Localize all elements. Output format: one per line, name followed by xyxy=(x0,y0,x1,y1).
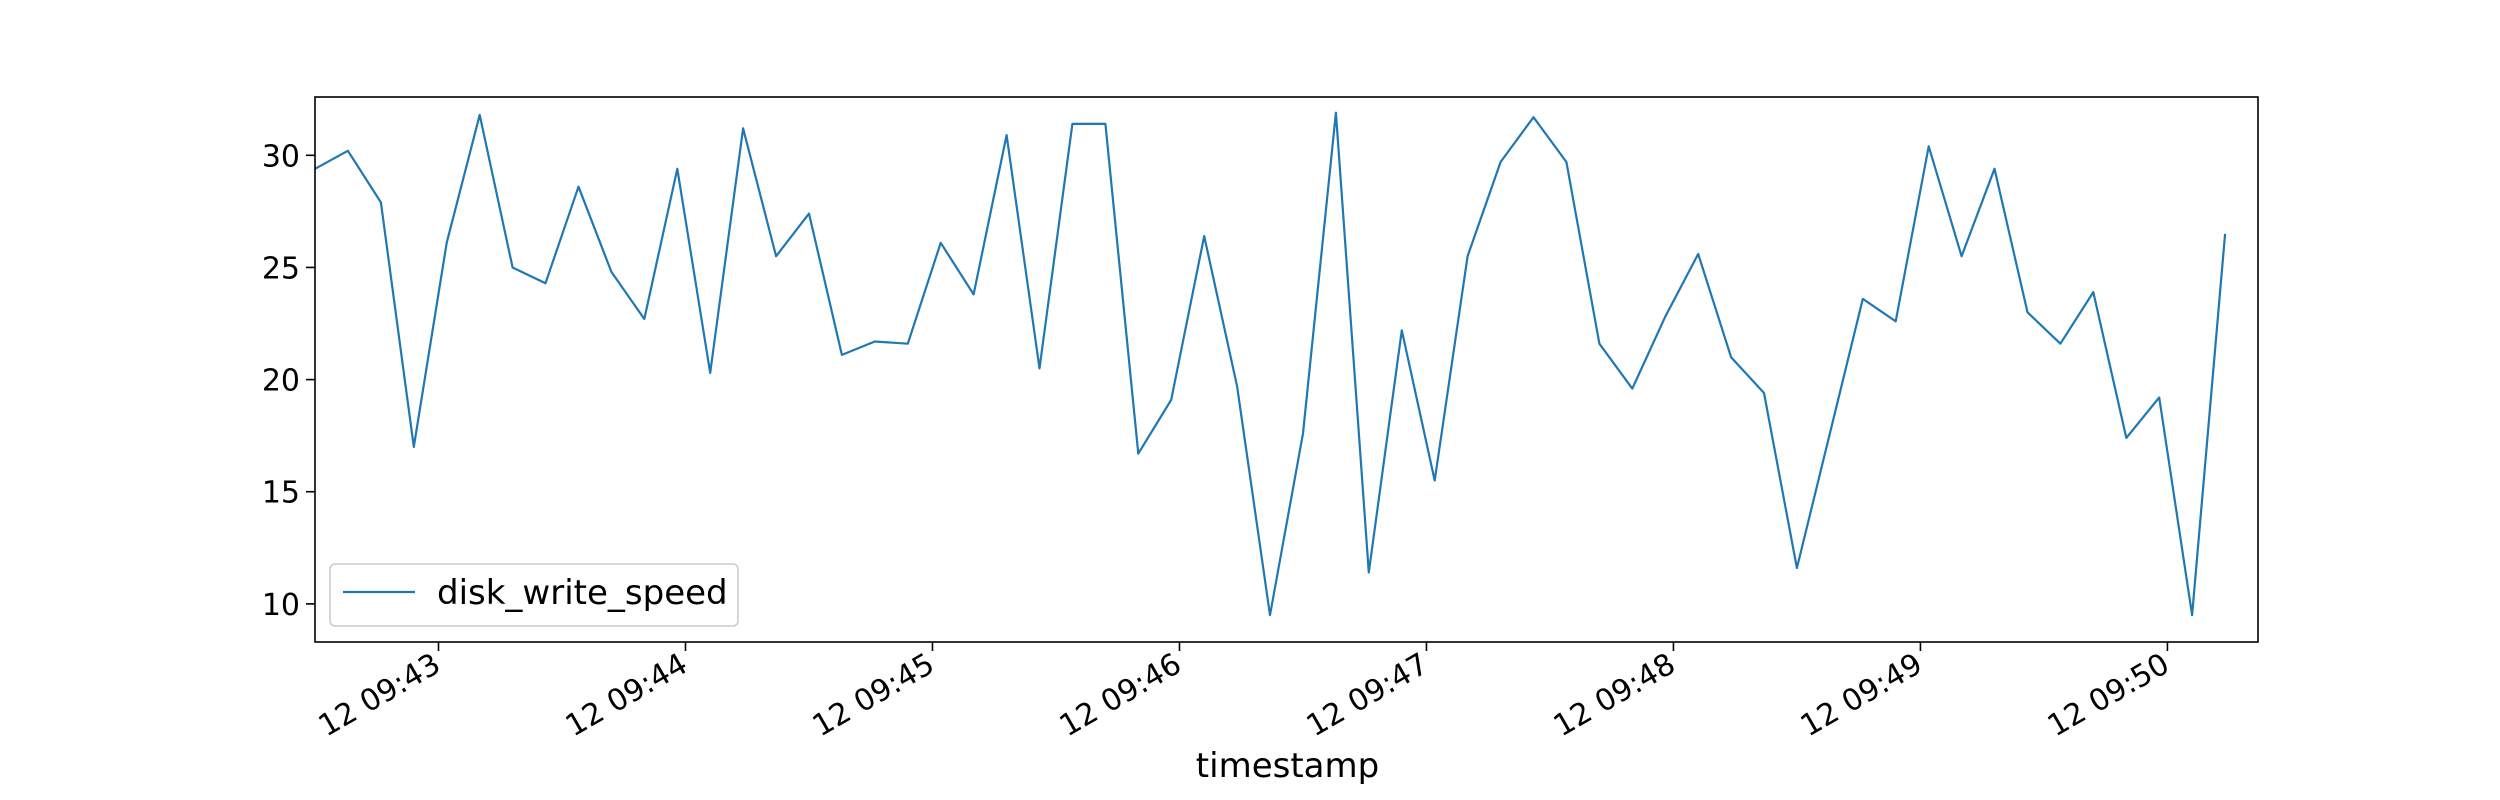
y-tick-label: 15 xyxy=(262,476,300,511)
x-axis-label: timestamp xyxy=(1196,746,1379,786)
y-tick-label: 10 xyxy=(262,588,300,623)
series-layer xyxy=(314,111,2227,617)
legend-label: disk_write_speed xyxy=(437,573,728,613)
y-tick-label: 25 xyxy=(262,251,300,286)
series-line-disk-write-speed xyxy=(314,111,2227,617)
x-tick-label: 12 09:44 xyxy=(560,647,694,744)
x-tick-label: 12 09:48 xyxy=(1548,647,1682,744)
x-tick-label: 12 09:50 xyxy=(2042,647,2176,744)
legend: disk_write_speed xyxy=(329,563,739,627)
x-tick-label: 12 09:47 xyxy=(1301,647,1435,744)
legend-box xyxy=(329,563,739,627)
y-tick-label: 20 xyxy=(262,364,300,399)
x-tick-label: 12 09:46 xyxy=(1054,647,1188,744)
y-axis: 10 15 20 25 30 xyxy=(262,139,315,623)
x-tick-label: 12 09:43 xyxy=(313,647,447,744)
x-tick-label: 12 09:45 xyxy=(807,647,941,744)
x-axis: 12 09:43 12 09:44 12 09:45 12 09:46 12 09:47… xyxy=(313,642,2176,744)
y-tick-label: 30 xyxy=(262,139,300,174)
plot-frame xyxy=(314,96,2259,643)
x-tick-label: 12 09:49 xyxy=(1795,647,1929,744)
